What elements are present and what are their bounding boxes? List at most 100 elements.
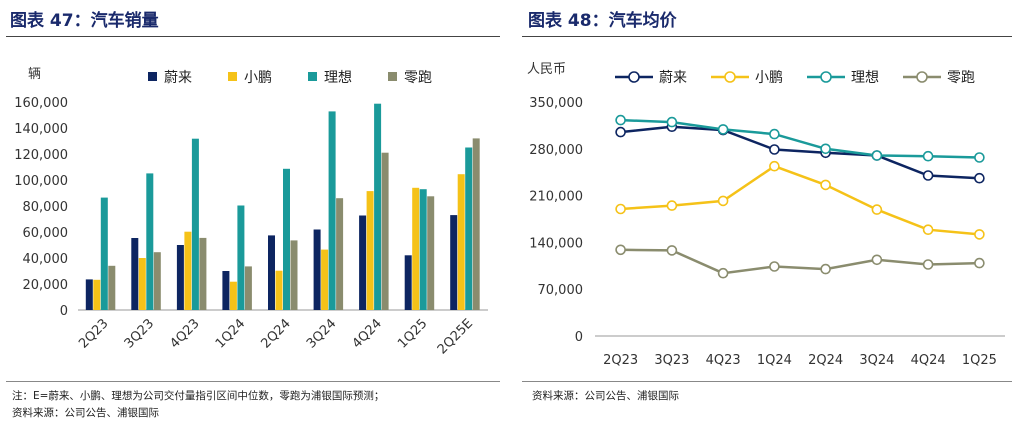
- y-axis-unit-label: 辆: [28, 67, 41, 82]
- legend-marker: [628, 71, 640, 83]
- bar: [146, 173, 154, 310]
- y-tick-label: 350,000: [529, 96, 583, 111]
- x-tick-label: 2Q24: [258, 316, 293, 351]
- x-tick-label: 1Q25: [395, 316, 430, 351]
- y-tick-label: 140,000: [529, 236, 583, 251]
- legend-label: 理想: [851, 70, 879, 86]
- y-tick-label: 40,000: [23, 252, 69, 267]
- y-tick-label: 80,000: [23, 200, 69, 215]
- left-bottom-rule: [6, 381, 500, 382]
- y-tick-label: 160,000: [14, 96, 68, 111]
- bar: [199, 237, 207, 310]
- bar: [457, 174, 465, 310]
- bar: [191, 138, 199, 310]
- right-bottom-rule: [522, 381, 1012, 382]
- bar: [184, 231, 192, 310]
- left-title-rule: [6, 36, 500, 37]
- bar: [472, 138, 480, 310]
- data-point: [974, 229, 985, 240]
- x-tick-label: 3Q23: [122, 316, 157, 351]
- legend-marker: [724, 71, 736, 83]
- data-point: [974, 257, 985, 269]
- bar: [244, 266, 252, 310]
- x-tick-label: 2Q24: [808, 353, 843, 368]
- data-point: [717, 124, 729, 135]
- bar: [381, 152, 389, 310]
- bar: [450, 215, 458, 310]
- x-tick-label: 3Q23: [654, 353, 689, 368]
- bar: [465, 147, 473, 310]
- right-note-line-1: 资料来源：公司公告、浦银国际: [532, 390, 679, 402]
- x-tick-label: 4Q23: [706, 353, 741, 368]
- data-point: [922, 150, 934, 162]
- bar: [321, 249, 329, 310]
- y-axis-unit-label: 人民币: [527, 62, 566, 77]
- y-tick-label: 210,000: [529, 190, 583, 205]
- sales-bar-chart: 辆 0 20,000 40,000 60,000 80,000 100,000 120,000…: [14, 67, 488, 357]
- data-point: [820, 143, 831, 155]
- data-point: [871, 204, 883, 215]
- legend-label: 小鹏: [244, 70, 272, 86]
- bar: [313, 229, 321, 310]
- x-tick-label: 4Q24: [911, 353, 946, 368]
- data-point: [666, 245, 678, 256]
- y-tick-label: 120,000: [14, 148, 68, 163]
- bar: [268, 235, 275, 310]
- bar: [176, 245, 184, 310]
- bar: [237, 205, 245, 310]
- data-point: [666, 200, 678, 211]
- data-point: [769, 261, 780, 272]
- bar: [283, 168, 290, 310]
- legend-label: 蔚来: [164, 70, 192, 86]
- y-tick-label: 100,000: [14, 174, 68, 189]
- legend-label: 小鹏: [755, 70, 783, 86]
- series-line: [620, 248, 980, 275]
- legend-swatch: [308, 72, 317, 81]
- x-tick-label: 3Q24: [304, 316, 339, 351]
- bar: [359, 215, 367, 310]
- x-tick-label: 2Q23: [603, 353, 638, 368]
- avg-price-line-chart: 人民币 0 70,000 140,000 210,000 280,000 350,000 2Q…: [527, 62, 1005, 368]
- data-point: [615, 114, 626, 126]
- data-point: [769, 160, 780, 172]
- bar: [336, 198, 344, 310]
- data-point: [615, 203, 626, 215]
- data-point: [820, 263, 831, 275]
- x-tick-label: 1Q24: [213, 316, 248, 351]
- bar: [328, 111, 336, 311]
- bar: [222, 271, 230, 310]
- data-point: [871, 254, 883, 266]
- legend-swatch: [388, 72, 397, 81]
- series-line: [620, 164, 980, 236]
- data-point: [820, 179, 831, 191]
- y-tick-label: 20,000: [23, 278, 69, 293]
- bar: [108, 265, 116, 310]
- legend-marker: [820, 71, 832, 83]
- x-tick-label: 1Q24: [757, 353, 792, 368]
- x-tick-label: 3Q24: [859, 353, 894, 368]
- bar: [374, 103, 382, 310]
- y-tick-label: 140,000: [14, 122, 68, 137]
- data-point: [717, 267, 729, 279]
- y-tick-label: 60,000: [23, 226, 69, 241]
- legend-label: 零跑: [947, 70, 975, 86]
- data-point: [666, 116, 678, 128]
- left-note-line-1: 注：E=蔚来、小鹏、理想为公司交付量指引区间中位数，零跑为浦银国际预测；: [12, 390, 385, 402]
- y-tick-label: 280,000: [529, 143, 583, 158]
- bar: [427, 196, 435, 311]
- legend-label: 零跑: [404, 70, 432, 86]
- data-point: [871, 150, 883, 161]
- legend-label: 理想: [324, 70, 352, 86]
- x-tick-label: 4Q23: [167, 316, 202, 351]
- bar: [229, 281, 237, 310]
- y-tick-label: 0: [60, 304, 68, 319]
- bar: [275, 270, 283, 310]
- data-point: [974, 172, 985, 184]
- bar: [290, 240, 298, 310]
- y-tick-label: 70,000: [538, 283, 584, 298]
- bar: [131, 238, 139, 310]
- right-title-rule: [522, 36, 1012, 37]
- x-tick-label: 2Q23: [76, 316, 111, 351]
- x-tick-label: 1Q25: [962, 353, 997, 368]
- left-note-line-2: 资料来源：公司公告、浦银国际: [12, 407, 159, 419]
